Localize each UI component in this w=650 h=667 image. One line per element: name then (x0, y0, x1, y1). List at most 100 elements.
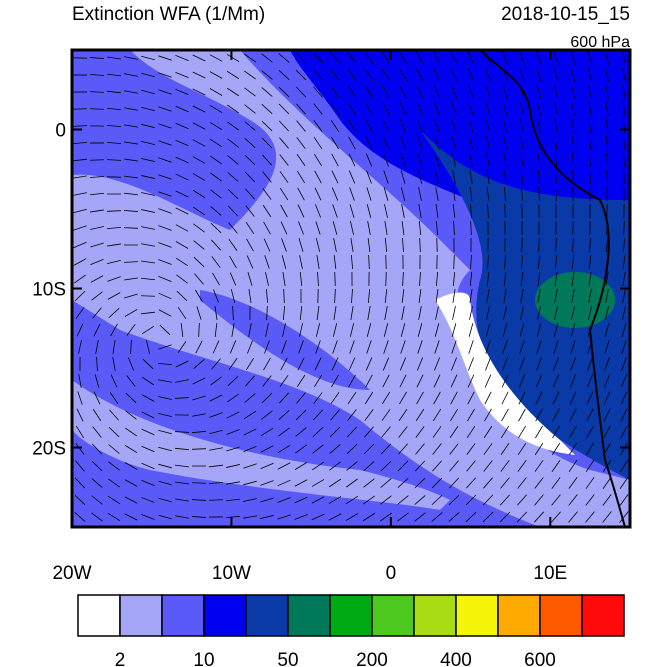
wind-barb (260, 497, 274, 503)
wind-barb (351, 254, 353, 270)
wind-barb (191, 516, 207, 518)
wind-barb (89, 91, 105, 93)
wind-barb (78, 340, 82, 354)
wind-barb (277, 514, 291, 520)
wind-barb (366, 170, 372, 184)
wind-barb (348, 170, 356, 184)
wind-barb (345, 513, 359, 521)
wind-barb (486, 306, 490, 320)
wind-barb (266, 305, 268, 321)
wind-barb (602, 477, 612, 489)
wind-barb (298, 238, 304, 252)
wind-barb (141, 497, 155, 503)
wind-barb (193, 256, 205, 268)
wind-barb (568, 442, 578, 456)
wind-barb (158, 463, 172, 469)
wind-barb (623, 152, 625, 168)
wind-barb (243, 410, 257, 420)
wind-barb (503, 289, 507, 303)
wind-barb (209, 412, 223, 418)
wind-barb (158, 480, 172, 486)
wind-barb (503, 170, 507, 184)
wind-barb (418, 204, 422, 218)
wind-barb (381, 426, 391, 438)
wind-barb (192, 377, 206, 385)
wind-barb (346, 443, 358, 455)
wind-barb (571, 136, 575, 150)
wind-barb (417, 323, 423, 337)
wind-barb (399, 85, 407, 99)
wind-barb (175, 207, 189, 215)
wind-barb (572, 237, 574, 253)
wind-barb (294, 462, 308, 470)
wind-barb (73, 241, 87, 249)
wind-barb (209, 464, 223, 468)
wind-barb (141, 209, 155, 213)
wind-barb (196, 306, 202, 320)
wind-barb (175, 481, 189, 485)
wind-barb (622, 68, 626, 82)
wind-barb (74, 512, 86, 522)
wind-barb (283, 305, 285, 321)
wind-barb (365, 374, 373, 388)
wind-barb (466, 477, 476, 489)
wind-barb (227, 121, 239, 131)
wind-barb (141, 157, 155, 163)
wind-barb (192, 413, 206, 417)
wind-barb (73, 175, 87, 179)
wind-barb (365, 102, 373, 116)
wind-barb (485, 119, 491, 133)
wind-barb (208, 499, 224, 501)
colorbar-box (371, 594, 415, 637)
wind-barb (244, 70, 256, 80)
wind-barb (504, 203, 506, 219)
wind-barb (415, 408, 425, 422)
wind-barb (263, 238, 271, 252)
wind-barb (260, 480, 274, 486)
wind-barb (192, 105, 206, 113)
wind-barb (397, 460, 409, 472)
wind-barb (261, 137, 273, 149)
wind-barb (570, 340, 576, 354)
wind-barb (431, 512, 443, 522)
wind-barb (349, 187, 355, 201)
wind-barb (76, 408, 84, 422)
wind-barb (484, 391, 492, 405)
wind-barb (517, 477, 527, 489)
wind-barb (416, 391, 424, 405)
wind-barb (314, 187, 322, 201)
wind-barb (262, 375, 272, 387)
wind-barb (503, 153, 507, 167)
time: 2018-10-15_15 (501, 4, 630, 25)
wind-barb (400, 153, 406, 167)
wind-barb (264, 255, 270, 269)
wind-barb (380, 495, 392, 505)
wind-barb (174, 447, 190, 451)
wind-barb (158, 140, 172, 146)
wind-barb (124, 107, 138, 111)
wind-barb (350, 238, 354, 252)
wind-barb (158, 208, 172, 214)
wind-barb (568, 459, 578, 473)
wind-barb (262, 171, 272, 183)
wind-barb (296, 392, 306, 404)
wind-barb (452, 271, 456, 287)
wind-barb (603, 408, 611, 422)
wind-barb (124, 56, 138, 60)
wind-barb (552, 374, 560, 388)
wind-barb (229, 340, 237, 354)
wind-barb (536, 51, 542, 65)
wind-barb (502, 85, 508, 99)
wind-barb (312, 426, 324, 438)
wind-barb (417, 136, 423, 150)
wind-barb (191, 499, 207, 501)
wind-barb (294, 496, 308, 504)
wind-barb (586, 442, 594, 456)
wind-barb (141, 55, 155, 61)
colorbar-label: 2 (115, 650, 126, 667)
wind-barb (315, 340, 321, 354)
wind-barb (175, 139, 189, 147)
wind-barb (311, 496, 325, 504)
wind-barb (348, 357, 356, 371)
wind-barb (106, 142, 122, 144)
